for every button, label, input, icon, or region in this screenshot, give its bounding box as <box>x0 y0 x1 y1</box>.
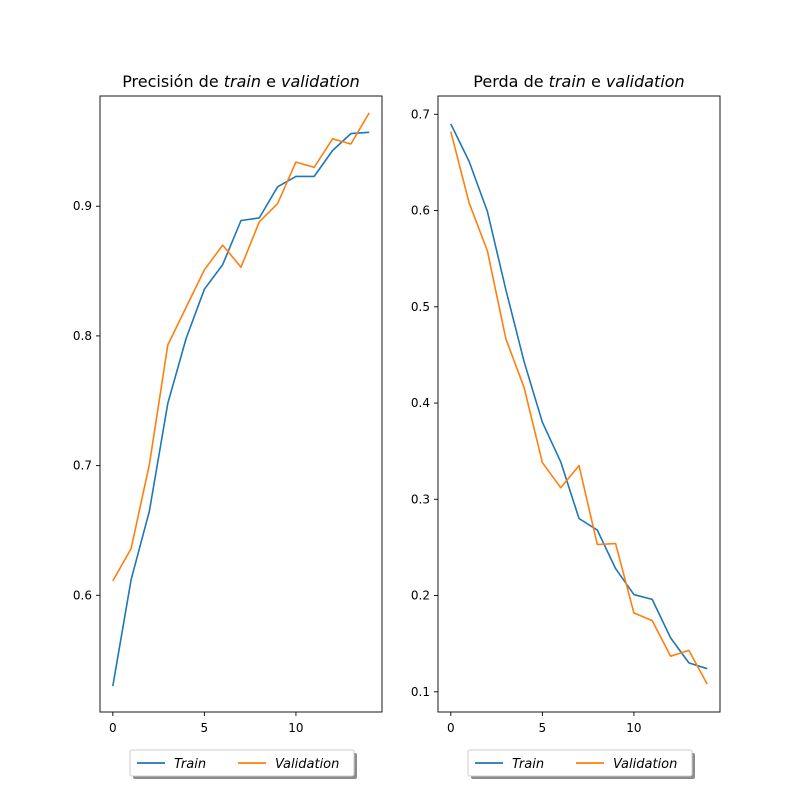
y-tick-label: 0.6 <box>73 588 92 602</box>
legend: Train Validation <box>467 749 695 779</box>
y-tick-label: 0.7 <box>73 459 92 473</box>
x-tick-label: 0 <box>109 721 117 735</box>
legend-label-validation: Validation <box>275 757 339 772</box>
x-tick-label: 10 <box>288 721 303 735</box>
y-tick-label: 0.8 <box>73 329 92 343</box>
chart-title-part: e <box>261 72 281 91</box>
series-line-train <box>450 123 708 670</box>
chart-panel-1: Precisión de train e validation 0 5 10 0.6 0.… <box>73 72 383 779</box>
chart-panel-2: Perda de train e validation 0 5 10 0.1 0.2 0.3… <box>411 72 721 779</box>
chart-title-part: validation <box>281 72 360 91</box>
y-tick-label: 0.9 <box>73 199 92 213</box>
x-tick-label: 0 <box>447 721 455 735</box>
y-tick-label: 0.6 <box>411 204 430 218</box>
chart-title: Perda de train e validation <box>473 72 684 91</box>
y-tick-label: 0.2 <box>411 589 430 603</box>
y-tick-label: 0.3 <box>411 492 430 506</box>
axes-frame <box>99 95 383 713</box>
y-tick-label: 0.5 <box>411 300 430 314</box>
chart-title-part: train <box>224 72 261 91</box>
x-tick-label: 5 <box>539 721 547 735</box>
x-tick-label: 10 <box>626 721 641 735</box>
axes-frame <box>437 95 721 713</box>
chart-title-part: Perda de <box>473 72 548 91</box>
y-tick-label: 0.7 <box>411 107 430 121</box>
legend-label-validation: Validation <box>613 757 677 772</box>
series-line-train <box>112 131 370 687</box>
y-tick-label: 0.4 <box>411 396 430 410</box>
legend: Train Validation <box>129 749 357 779</box>
x-tick-label: 5 <box>201 721 209 735</box>
chart-title-part: train <box>549 72 586 91</box>
legend-label-train: Train <box>512 757 544 772</box>
legend-label-train: Train <box>174 757 206 772</box>
chart-title-part: Precisión de <box>122 72 224 91</box>
chart-title-part: validation <box>606 72 685 91</box>
y-tick-label: 0.1 <box>411 685 430 699</box>
chart-title: Precisión de train e validation <box>122 72 360 91</box>
chart-title-part: e <box>586 72 606 91</box>
series-line-validation <box>112 112 370 582</box>
series-line-validation <box>450 131 708 685</box>
